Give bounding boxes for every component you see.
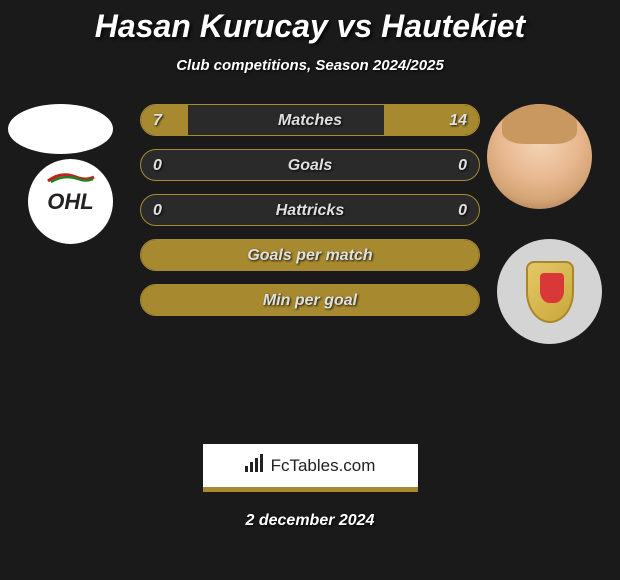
stat-row: Goals0 0 [140,149,480,181]
stat-label: Goals per match [141,240,479,271]
shield-icon [526,261,574,323]
player-left-avatar [8,104,113,154]
footer-date: 2 december 2024 [0,512,620,530]
player-right-avatar [487,104,592,209]
stat-value-left: 0 [153,195,162,226]
stat-row: Min per goal [140,284,480,316]
club-left-label: OHL [47,189,93,215]
brand-text: FcTables.com [271,456,376,476]
page-title: Hasan Kurucay vs Hautekiet [0,0,620,45]
stat-row: Hattricks0 0 [140,194,480,226]
chart-icon [245,454,265,477]
stat-label: Hattricks [141,195,479,226]
page-subtitle: Club competitions, Season 2024/2025 [0,57,620,74]
stat-label: Matches [141,105,479,136]
stat-bars: Matches714Goals00Hattricks00Goals per ma… [140,104,480,329]
player-left-club-badge: OHL [28,159,113,244]
stat-value-right: 0 [458,195,467,226]
player-right-club-badge [497,239,602,344]
stat-value-left: 0 [153,150,162,181]
stat-row: Goals per match [140,239,480,271]
stat-label: Min per goal [141,285,479,316]
comparison-panel: OHL Matches714Goals00Hattricks00Goals pe… [0,104,620,444]
stat-value-right: 14 [449,105,467,136]
club-swoosh-icon [46,173,96,183]
stat-label: Goals [141,150,479,181]
brand-badge: FcTables.com [203,444,418,492]
stat-value-right: 0 [458,150,467,181]
stat-row: Matches7 14 [140,104,480,136]
stat-value-left: 7 [153,105,162,136]
